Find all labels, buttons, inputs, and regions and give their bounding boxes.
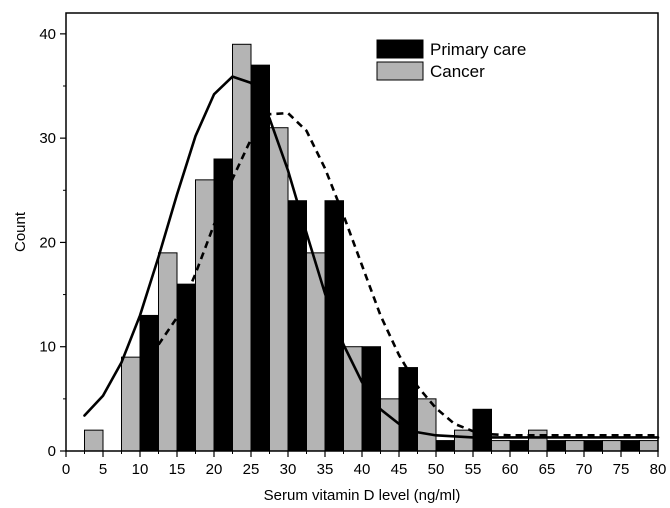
cancer-bar: [639, 440, 659, 452]
legend: Primary care Cancer: [376, 39, 526, 81]
x-tick-label: 10: [132, 461, 149, 478]
x-tick-label: 60: [502, 461, 519, 478]
primary-care-bar: [472, 408, 492, 452]
cancer-bar: [195, 179, 215, 452]
x-tick-label: 40: [354, 461, 371, 478]
x-tick-label: 65: [539, 461, 556, 478]
legend-swatch-cancer: [376, 61, 424, 81]
x-tick-label: 5: [99, 461, 107, 478]
cancer-bar: [380, 398, 400, 452]
x-tick-label: 20: [206, 461, 223, 478]
x-axis-ticks: 0 5 10 15 20 25 30 35 40 45 50 55 60 65 70 75 80: [62, 451, 667, 478]
x-tick-label: 45: [391, 461, 408, 478]
primary-care-bar: [546, 440, 566, 452]
y-tick-label: 20: [39, 234, 56, 251]
fitted-curves: [83, 75, 660, 439]
fit-curve-dashed: [157, 111, 658, 437]
fit-curve-solid: [83, 75, 660, 439]
legend-label-cancer: Cancer: [430, 62, 485, 81]
y-tick-label: 0: [48, 443, 56, 460]
primary-care-bar: [139, 314, 159, 452]
y-tick-label: 30: [39, 130, 56, 147]
x-tick-label: 75: [613, 461, 630, 478]
x-tick-label: 35: [317, 461, 334, 478]
primary-care-bar: [435, 440, 455, 452]
x-tick-label: 55: [465, 461, 482, 478]
primary-care-bar: [398, 367, 418, 452]
y-axis-ticks: 0 10 20 30 40: [39, 26, 66, 460]
cancer-bar: [528, 429, 548, 452]
primary-care-bar: [324, 200, 344, 452]
histogram-bars: [84, 43, 659, 452]
cancer-bar: [121, 356, 141, 452]
primary-care-bar: [287, 200, 307, 452]
y-tick-label: 10: [39, 339, 56, 356]
x-tick-label: 70: [576, 461, 593, 478]
legend-label-primary-care: Primary care: [430, 40, 526, 59]
x-tick-label: 80: [650, 461, 667, 478]
cancer-bar: [454, 429, 474, 452]
legend-swatch-primary-care: [376, 39, 424, 59]
cancer-bar: [602, 440, 622, 452]
y-tick-label: 40: [39, 26, 56, 43]
x-tick-label: 50: [428, 461, 445, 478]
x-tick-label: 25: [243, 461, 260, 478]
cancer-bar: [232, 43, 252, 452]
x-tick-label: 15: [169, 461, 186, 478]
y-axis-label: Count: [12, 211, 29, 252]
primary-care-bar: [509, 440, 529, 452]
cancer-bar: [565, 440, 585, 452]
x-tick-label: 0: [62, 461, 70, 478]
primary-care-bar: [620, 440, 640, 452]
x-axis-label: Serum vitamin D level (ng/ml): [264, 487, 461, 504]
cancer-bar: [491, 440, 511, 452]
primary-care-bar: [250, 64, 270, 452]
primary-care-bar: [583, 440, 603, 452]
cancer-bar: [158, 252, 178, 452]
primary-care-bar: [361, 346, 381, 452]
x-tick-label: 30: [280, 461, 297, 478]
cancer-bar: [269, 127, 289, 452]
cancer-bar: [84, 429, 104, 452]
